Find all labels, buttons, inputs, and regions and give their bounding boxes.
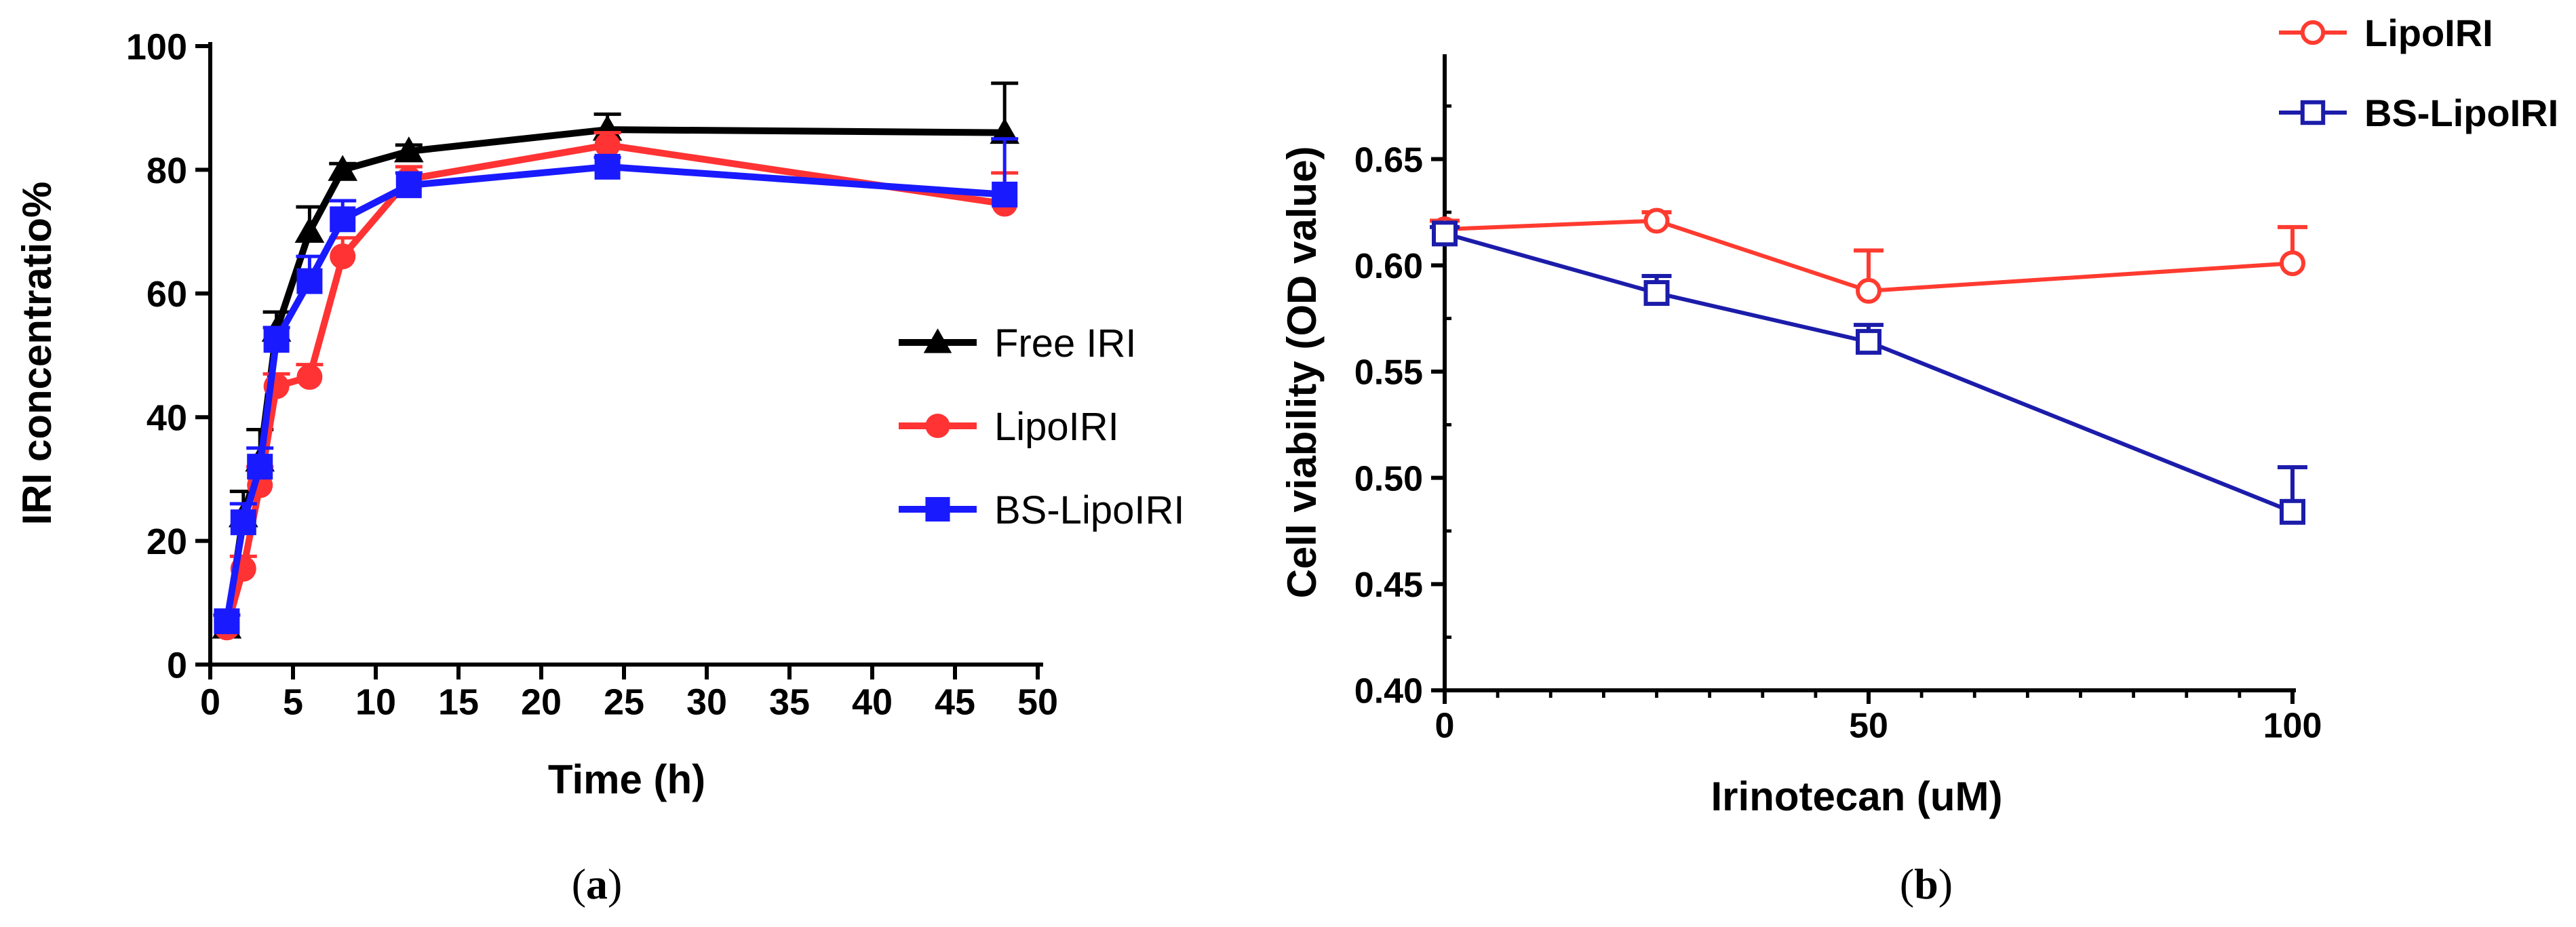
panel-b-bs-lipoiri-line — [1444, 231, 2294, 514]
panel-a-bs-lipoiri-point — [594, 153, 621, 180]
panel-a-y-tick-label: 100 — [126, 26, 187, 67]
panel-a-free-iri-legend-marker — [923, 328, 952, 353]
panel-b-caption-close-paren: ) — [1938, 860, 1953, 908]
panel-a-lipoiri-point — [594, 132, 621, 158]
panel-b-y-axis-title: Cell viability (OD value) — [1279, 146, 1325, 599]
panel-b-y-tick-label: 0.55 — [1354, 353, 1423, 393]
panel-a-caption-letter: a — [586, 860, 608, 908]
panel-a-lipoiri-point — [330, 243, 356, 270]
panel-a-x-tick-label: 5 — [283, 682, 303, 722]
panel-a-x-tick-label: 15 — [438, 682, 479, 722]
panel-a-x-tick-label: 45 — [935, 682, 975, 722]
panel-b-bs-lipoiri-legend-marker — [2300, 100, 2326, 125]
panel-b-y-tick-label: 0.45 — [1354, 566, 1423, 605]
panel-b-x-tick-label: 50 — [1849, 706, 1888, 745]
panel-a-bs-lipoiri-point — [214, 608, 240, 635]
panel-a-bs-lipoiri-legend-label: BS-LipoIRI — [994, 488, 1184, 532]
panel-b-lipoiri-line — [1444, 218, 2293, 293]
panel-b-chart: 0 50 100 0.40 0.45 0.50 0.55 0.60 0.65 Irinotecan… — [1279, 12, 2558, 908]
panel-a-x-tick-label: 35 — [769, 682, 810, 722]
panel-b-bs-lipoiri-legend-label: BS-LipoIRI — [2364, 92, 2558, 134]
panel-b-bs-lipoiri-point — [1856, 329, 1881, 355]
panel-b-x-tick-label: 0 — [1435, 706, 1455, 745]
panel-a-bs-lipoiri-point — [230, 509, 256, 536]
panel-a-x-tick-label: 20 — [521, 682, 562, 722]
panel-a-y-tick-label: 20 — [147, 521, 187, 562]
panel-a-free-iri-legend-label: Free IRI — [994, 321, 1137, 366]
panel-a-bs-lipoiri-point — [992, 181, 1018, 208]
panel-b-y-tick-label: 0.65 — [1354, 140, 1423, 180]
panel-a-bs-lipoiri-point — [263, 327, 290, 353]
panel-a-x-tick-label: 10 — [355, 682, 396, 722]
panel-a-bs-lipoiri-point — [395, 172, 422, 199]
panel-b-y-tick-label: 0.40 — [1354, 672, 1423, 711]
panel-a-x-tick-label: 0 — [200, 682, 220, 722]
panel-b-lipoiri-point — [1643, 208, 1670, 234]
panel-a-free-iri-point — [294, 216, 325, 243]
panel-a-x-tick-label: 50 — [1017, 682, 1058, 722]
panel-a-bs-lipoiri-legend-marker — [925, 496, 950, 522]
panel-b-caption-letter: b — [1914, 860, 1938, 908]
panel-a-bs-lipoiri-point — [330, 206, 356, 233]
panel-a-caption: (a) — [572, 860, 623, 908]
panel-a-y-tick-label: 0 — [167, 645, 187, 686]
panel-b-bs-lipoiri-point — [2280, 498, 2305, 525]
panel-b-x-tick-label: 100 — [2263, 706, 2322, 745]
panel-b-y-tick-label: 0.50 — [1354, 459, 1423, 498]
panel-a-lipoiri-point — [296, 363, 323, 390]
panel-b-lipoiri-legend-label: LipoIRI — [2364, 12, 2493, 54]
panel-a-bs-lipoiri-point — [296, 268, 323, 294]
panel-a-bs-lipoiri-series — [213, 137, 1019, 635]
panel-a-bs-lipoiri-point — [247, 454, 273, 480]
panel-a-caption-close-paren: ) — [608, 860, 622, 908]
panel-a-free-iri-point — [328, 155, 358, 181]
panel-a-lipoiri-legend-marker — [925, 413, 950, 439]
panel-b-lipoiri-point — [1856, 277, 1881, 304]
panel-b-lipoiri-legend-marker — [2300, 20, 2326, 45]
panel-b-lipoiri-point — [2280, 250, 2305, 277]
panel-a-y-tick-label: 80 — [147, 151, 187, 191]
panel-b-y-tick-label: 0.60 — [1354, 247, 1423, 286]
panel-b-caption: (b) — [1900, 860, 1953, 908]
panel-a-x-axis-title: Time (h) — [548, 757, 705, 802]
panel-b-x-axis-title: Irinotecan (uM) — [1711, 774, 2003, 819]
panel-a-y-axis-title: IRI concentratio% — [14, 182, 60, 526]
panel-b-caption-open-paren: ( — [1900, 860, 1914, 908]
panel-a-lipoiri-legend-label: LipoIRI — [994, 405, 1119, 449]
panel-a-caption-open-paren: ( — [572, 860, 586, 908]
panel-a-y-tick-label: 40 — [147, 398, 187, 439]
panel-b-bs-lipoiri-point — [1432, 220, 1458, 247]
panel-b-bs-lipoiri-point — [1643, 280, 1670, 307]
panel-a-x-tick-label: 40 — [852, 682, 893, 722]
panel-a-x-tick-label: 25 — [604, 682, 644, 722]
panel-a-chart: 0 5 10 15 20 25 30 35 40 45 50 0 20 40 60 80 100 Time (h)… — [14, 26, 1184, 908]
panel-a-free-iri-point — [393, 136, 424, 163]
panel-b-lipoiri-series — [1430, 208, 2307, 304]
panel-a-y-tick-label: 60 — [147, 274, 187, 315]
panel-a-bs-lipoiri-line — [223, 163, 1005, 622]
panel-b-bs-lipoiri-series — [1430, 220, 2307, 525]
panel-a-x-tick-label: 30 — [686, 682, 727, 722]
